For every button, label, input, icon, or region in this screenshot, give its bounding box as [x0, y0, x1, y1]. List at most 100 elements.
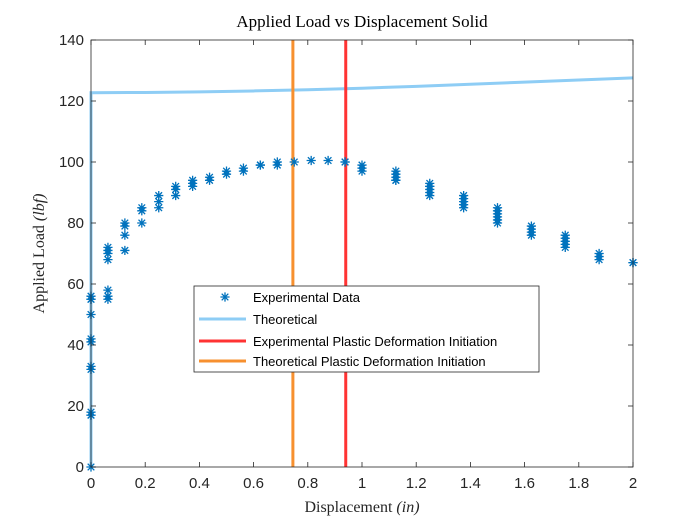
data-point-52-shape: [357, 160, 367, 170]
data-point-31-shape: [171, 181, 181, 191]
y-axis-ticks: 0 20 40 60 80 100 120 140: [59, 32, 633, 476]
data-point-20: [120, 230, 130, 240]
data-point-27: [154, 197, 164, 207]
data-point-22-shape: [120, 218, 130, 228]
data-point-56-shape: [391, 166, 401, 176]
x-tick-label: 0.6: [243, 475, 264, 492]
data-point-26-shape: [154, 203, 164, 213]
y-tick-label: 120: [59, 93, 84, 110]
chart-title: Applied Load vs Displacement Solid: [236, 12, 488, 31]
data-point-52: [357, 160, 367, 170]
x-axis-label: Displacement (in): [304, 499, 419, 516]
data-point-15: [103, 255, 113, 265]
data-point-40: [238, 163, 249, 173]
x-tick-label: 1.6: [514, 475, 535, 492]
x-tick-label: 2: [629, 475, 637, 492]
data-point-45: [289, 157, 299, 167]
legend-theoretical-label: Theoretical: [253, 312, 317, 327]
data-point-78: [526, 221, 536, 231]
legend-experimental-data-marker: [220, 292, 230, 302]
x-tick-label: 1.4: [460, 475, 481, 492]
data-point-14-shape: [103, 285, 113, 295]
data-point-29: [171, 190, 181, 201]
data-point-74: [492, 203, 503, 213]
plot-area: [91, 40, 633, 467]
legend-theoretical-plastic: Theoretical Plastic Deformation Initiati…: [199, 354, 486, 369]
data-point-14: [103, 285, 113, 295]
data-point-38-shape: [221, 166, 232, 176]
data-point-68: [459, 190, 469, 201]
data-point-31: [171, 181, 181, 191]
legend-experimental-data-label: Experimental Data: [253, 290, 361, 305]
y-tick-label: 80: [67, 215, 84, 232]
data-point-38: [221, 166, 232, 176]
data-point-18: [103, 242, 113, 252]
data-point-42-shape: [255, 160, 265, 170]
data-point-36-shape: [204, 172, 215, 182]
x-axis-label-unit: (in): [396, 499, 419, 516]
data-point-25: [137, 203, 147, 213]
legend: Experimental Data Theoretical Experimental…: [193, 285, 540, 373]
data-point-78-shape: [526, 221, 536, 231]
x-tick-label: 0.2: [135, 475, 156, 492]
x-tick-label: 0.4: [189, 475, 210, 492]
legend-experimental-data-marker-shape: [220, 292, 230, 302]
y-tick-label: 20: [67, 398, 84, 415]
data-point-46-shape: [306, 155, 316, 166]
legend-theoretical-plastic-label: Theoretical Plastic Deformation Initiati…: [253, 354, 486, 369]
data-point-47-shape: [323, 155, 333, 166]
data-point-34: [188, 178, 198, 188]
data-point-26: [154, 203, 164, 213]
x-axis-ticks: 0 0.2 0.4 0.6 0.8 1 1.2 1.4 1.6 1.8 2: [87, 40, 637, 492]
x-tick-label: 0.8: [297, 475, 318, 492]
data-point-57-shape: [391, 175, 401, 185]
y-tick-label: 60: [67, 276, 84, 293]
data-point-44: [272, 157, 282, 167]
data-point-13: [103, 291, 113, 301]
data-point-20-shape: [120, 230, 130, 240]
legend-experimental-data: Experimental Data: [220, 290, 361, 305]
data-point-40-shape: [238, 163, 249, 173]
legend-box: [193, 285, 540, 373]
data-point-19-shape: [120, 245, 130, 256]
legend-experimental-plastic: Experimental Plastic Deformation Initiat…: [199, 334, 497, 349]
legend-experimental-plastic-label: Experimental Plastic Deformation Initiat…: [253, 334, 497, 349]
data-point-27-shape: [154, 197, 164, 207]
data-point-83: [560, 230, 570, 240]
x-tick-label: 1: [358, 475, 366, 492]
y-tick-label: 140: [59, 32, 84, 49]
data-point-74-shape: [492, 203, 503, 213]
series-theoretical-line: [89, 76, 634, 467]
y-axis-label: Applied Load (lbf): [31, 194, 48, 314]
y-tick-label: 0: [76, 459, 84, 476]
data-point-44-shape: [272, 157, 282, 167]
data-point-57: [391, 175, 401, 185]
x-tick-label: 1.8: [568, 475, 589, 492]
data-point-42: [255, 160, 265, 170]
data-point-46: [306, 155, 316, 166]
data-point-25-shape: [137, 203, 147, 213]
x-axis-label-text: Displacement: [304, 499, 396, 516]
data-point-63-shape: [425, 181, 435, 191]
data-point-86-shape: [594, 248, 604, 259]
data-point-23-shape: [137, 218, 147, 228]
x-tick-label: 1.2: [406, 475, 427, 492]
data-point-36: [204, 172, 215, 182]
data-point-19: [120, 245, 130, 256]
data-point-13-shape: [103, 291, 113, 301]
legend-theoretical: Theoretical: [199, 312, 317, 327]
legend-items: Experimental Data Theoretical Experimental…: [199, 290, 497, 369]
data-point-49: [340, 157, 350, 167]
data-point-45-shape: [289, 157, 299, 167]
data-point-28-shape: [154, 190, 164, 201]
y-tick-label: 40: [67, 337, 84, 354]
data-point-15-shape: [103, 255, 113, 265]
data-point-47: [323, 155, 333, 166]
data-point-86: [594, 248, 604, 259]
data-point-28: [154, 190, 164, 201]
data-point-18-shape: [103, 242, 113, 252]
data-point-29-shape: [171, 190, 181, 201]
data-point-68-shape: [459, 190, 469, 201]
y-axis-label-unit: (lbf): [31, 194, 48, 222]
